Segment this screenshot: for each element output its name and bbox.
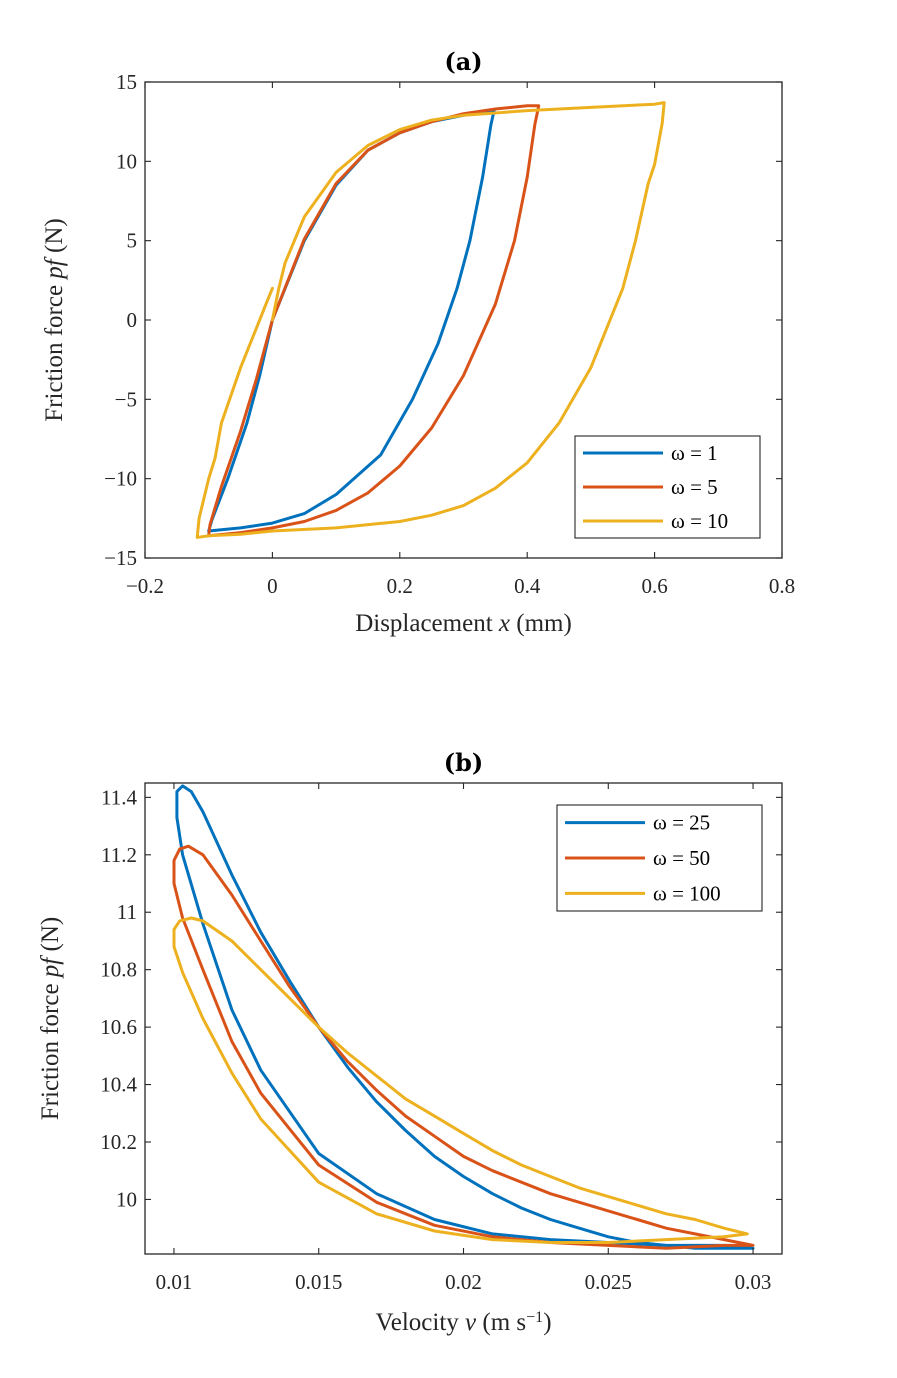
- x-tick-label-b: 0.02: [445, 1270, 482, 1294]
- y-tick-label-a: 10: [116, 149, 137, 173]
- series-line-a-3: [195, 101, 666, 539]
- x-tick-label-a: 0.8: [769, 574, 795, 598]
- y-tick-label-a: −5: [115, 387, 137, 411]
- x-axis-label-b: Velocity v (m s−1): [375, 1309, 551, 1337]
- series-line-a-1: [207, 109, 496, 533]
- panel-b: 0.01 0.015 0.02 0.025 0.03 10 10.2 10.4 10.6 10.8…: [37, 748, 783, 1337]
- x-tick-label-a: −0.2: [126, 574, 164, 598]
- chart-title-b: (b): [444, 748, 484, 777]
- x-tick-label-a: 0.6: [641, 574, 667, 598]
- y-tick-label-b: 10.2: [100, 1130, 137, 1154]
- x-tick-label-b: 0.03: [735, 1270, 772, 1294]
- y-tick-label-b: 10.8: [100, 958, 137, 982]
- x-axis-label-a: Displacement x (mm): [355, 610, 572, 637]
- y-tick-label-b: 10.4: [100, 1073, 137, 1097]
- y-tick-label-a: 0: [127, 308, 138, 332]
- y-tick-label-b: 11.4: [101, 785, 137, 809]
- series-line-b-2: [172, 844, 755, 1250]
- legend-label-b-1: ω = 25: [653, 811, 710, 835]
- legend-label-a-1: ω = 1: [671, 441, 718, 465]
- x-tick-label-b: 0.015: [295, 1270, 342, 1294]
- legend-label-b-2: ω = 50: [653, 846, 710, 870]
- y-tick-label-b: 10.6: [100, 1015, 137, 1039]
- x-tick-label-a: 0: [267, 574, 278, 598]
- series-line-b-3: [172, 916, 749, 1244]
- y-tick-label-a: 5: [127, 229, 138, 253]
- x-tick-label-b: 0.01: [156, 1270, 193, 1294]
- panel-a: −0.2 0 0.2 0.4 0.6 0.8 −15 −10 −5 0 5 10 15 (a) Displa…: [41, 47, 795, 637]
- legend-label-b-3: ω = 100: [653, 881, 721, 905]
- y-tick-label-b: 11.2: [101, 843, 137, 867]
- chart-title-a: (a): [444, 47, 482, 76]
- legend-label-a-3: ω = 10: [671, 509, 728, 533]
- x-tick-label-a: 0.4: [514, 574, 541, 598]
- x-tick-label-a: 0.2: [387, 574, 413, 598]
- legend-label-a-2: ω = 5: [671, 475, 718, 499]
- y-axis-label-b: Friction force pf (N): [37, 917, 64, 1120]
- y-tick-label-a: −15: [104, 546, 137, 570]
- y-axis-label-a: Friction force pf (N): [41, 218, 68, 421]
- series-line-a-2: [207, 104, 541, 538]
- y-tick-label-a: −10: [104, 467, 137, 491]
- y-tick-label-a: 15: [116, 70, 137, 94]
- y-tick-label-b: 10: [116, 1187, 137, 1211]
- y-tick-label-b: 11: [117, 900, 137, 924]
- series-line-b-1: [175, 784, 755, 1250]
- x-tick-label-b: 0.025: [585, 1270, 632, 1294]
